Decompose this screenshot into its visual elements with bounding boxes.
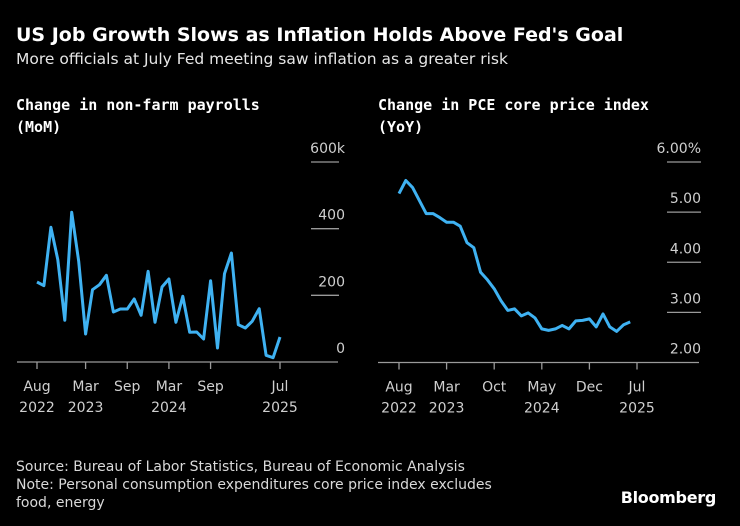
left-chart-title: Change in non-farm payrolls (MoM) — [16, 94, 260, 138]
x-tick-label: Mar — [156, 379, 183, 395]
x-tick-label: Oct — [482, 380, 507, 396]
right-chart-title: Change in PCE core price index (YoY) — [378, 94, 649, 138]
y-tick-label: 5.00 — [670, 191, 701, 207]
y-tick-label: 2.00 — [670, 342, 701, 358]
y-tick-label: 0 — [336, 341, 345, 357]
bloomberg-logo: Bloomberg — [620, 488, 717, 507]
chart-title: US Job Growth Slows as Inflation Holds A… — [16, 24, 624, 46]
x-tick-label: 2024 — [524, 401, 560, 417]
note-line2: food, energy — [16, 495, 105, 511]
x-tick-label: Mar — [72, 379, 99, 395]
x-tick-label: Aug — [385, 380, 412, 396]
x-tick-label: 2023 — [429, 401, 465, 417]
right-chart-title-line2: (YoY) — [378, 118, 424, 136]
y-tick-label: 4.00 — [670, 241, 701, 257]
x-tick-label: 2025 — [619, 401, 655, 417]
x-tick-label: 2022 — [381, 401, 417, 417]
source-note: Source: Bureau of Labor Statistics, Bure… — [16, 459, 465, 475]
x-tick-label: Sep — [114, 379, 141, 395]
chart-subtitle: More officials at July Fed meeting saw i… — [16, 50, 508, 68]
y-tick-label: 200 — [318, 274, 345, 290]
x-tick-label: Mar — [433, 380, 460, 396]
y-tick-label: 3.00 — [670, 291, 701, 307]
left-chart-title-line1: Change in non-farm payrolls — [16, 96, 260, 114]
x-tick-label: 2024 — [151, 400, 187, 416]
x-tick-label: Aug — [23, 379, 50, 395]
x-tick-label: May — [527, 380, 556, 396]
x-tick-label: 2025 — [262, 400, 298, 416]
y-tick-label: 6.00% — [657, 141, 701, 157]
note-line1: Note: Personal consumption expenditures … — [16, 477, 492, 493]
y-tick-label: 400 — [318, 208, 345, 224]
right-chart-title-line1: Change in PCE core price index — [378, 96, 649, 114]
series-line — [36, 210, 282, 360]
x-tick-label: 2022 — [19, 400, 55, 416]
x-tick-label: Jul — [271, 379, 289, 395]
left-chart-title-line2: (MoM) — [16, 118, 62, 136]
x-tick-label: 2023 — [68, 400, 104, 416]
series-line — [397, 179, 631, 333]
y-tick-label: 600k — [310, 141, 346, 157]
x-tick-label: Jul — [628, 380, 646, 396]
x-tick-label: Dec — [576, 380, 603, 396]
x-tick-label: Sep — [197, 379, 224, 395]
